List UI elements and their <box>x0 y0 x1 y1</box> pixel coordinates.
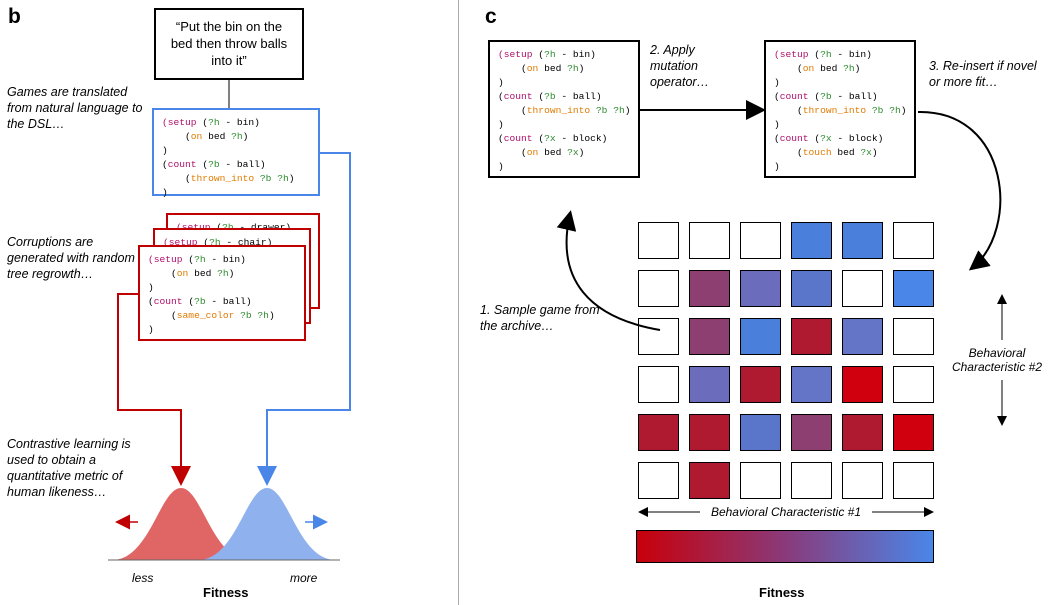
quote-text: “Put the bin on the bed then throw balls… <box>170 19 288 68</box>
archive-cell <box>740 318 781 355</box>
panel-b-graphics <box>108 80 351 561</box>
natural-language-quote-box: “Put the bin on the bed then throw balls… <box>154 8 304 80</box>
red-connector <box>117 293 191 486</box>
archive-cell <box>842 270 883 307</box>
red-distribution <box>112 488 250 560</box>
archive-cell <box>740 222 781 259</box>
step2-label: 2. Apply mutation operator… <box>650 43 710 89</box>
archive-cell <box>842 318 883 355</box>
panel-c-letter: c <box>485 5 497 28</box>
axis-more-label: more <box>290 571 318 585</box>
archive-cell <box>638 462 679 499</box>
bc1-label: Behavioral Characteristic #1 <box>700 505 872 519</box>
archive-cell <box>638 366 679 403</box>
mutated-program-box: (setup (?h - bin) (on bed ?h) ) (count (… <box>764 40 916 178</box>
archive-cell <box>842 414 883 451</box>
panel-b-letter: b <box>8 5 21 28</box>
archive-cell <box>740 462 781 499</box>
archive-cell <box>791 270 832 307</box>
archive-cell <box>791 462 832 499</box>
archive-cell <box>842 366 883 403</box>
archive-cell <box>689 366 730 403</box>
panel-c-graphics <box>556 100 1007 517</box>
archive-cell <box>689 318 730 355</box>
archive-cell <box>689 414 730 451</box>
step3-label: 3. Re-insert if novel or more fit… <box>929 59 1037 89</box>
archive-cell <box>791 414 832 451</box>
archive-cell <box>689 222 730 259</box>
archive-cell <box>842 222 883 259</box>
archive-cell <box>893 222 934 259</box>
archive-cell <box>893 462 934 499</box>
blue-connector <box>257 152 351 486</box>
corruption-box-bin: (setup (?h - bin) (on bed ?h) ) (count (… <box>138 245 306 341</box>
archive-cell <box>791 366 832 403</box>
archive-cell <box>893 366 934 403</box>
panel-divider <box>458 0 459 605</box>
archive-cell <box>791 222 832 259</box>
archive-cell <box>893 414 934 451</box>
axis-less-label: less <box>132 571 154 585</box>
archive-program-box: (setup (?h - bin) (on bed ?h) ) (count (… <box>488 40 640 178</box>
note-contrast: Contrastive learning is used to obtain a… <box>7 437 131 499</box>
archive-cell <box>638 222 679 259</box>
archive-cell <box>689 270 730 307</box>
sample-arrow <box>556 210 661 331</box>
archive-cell <box>893 318 934 355</box>
archive-cell <box>791 318 832 355</box>
archive-cell <box>638 270 679 307</box>
archive-cell <box>842 462 883 499</box>
archive-cell <box>740 270 781 307</box>
archive-cell <box>740 366 781 403</box>
note-translate: Games are translated from natural langua… <box>7 85 143 131</box>
fitness-colorbar <box>636 530 934 563</box>
archive-cell <box>689 462 730 499</box>
archive-grid <box>638 222 934 512</box>
dsl-program-box: (setup (?h - bin) (on bed ?h) ) (count (… <box>152 108 320 198</box>
reinsert-arrow <box>917 110 1002 271</box>
step1-label: 1. Sample game from the archive… <box>480 303 600 333</box>
archive-cell <box>638 318 679 355</box>
archive-cell <box>638 414 679 451</box>
note-corrupt: Corruptions are generated with random tr… <box>7 235 135 281</box>
panel-c-fitness-title: Fitness <box>759 585 805 600</box>
archive-cell <box>740 414 781 451</box>
panel-b-fitness-title: Fitness <box>203 585 249 600</box>
bc2-label: Behavioral Characteristic #2 <box>951 346 1043 374</box>
blue-distribution <box>198 488 336 560</box>
archive-cell <box>893 270 934 307</box>
